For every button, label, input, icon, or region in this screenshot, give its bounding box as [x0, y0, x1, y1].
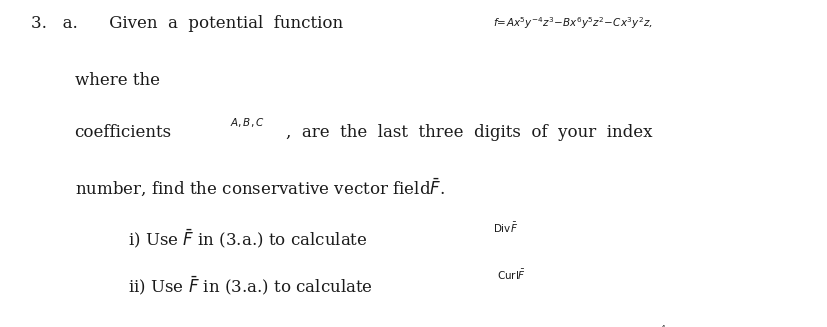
Text: i) Use $\bar{F}$ in (3.a.) to calculate: i) Use $\bar{F}$ in (3.a.) to calculate — [128, 227, 367, 250]
Text: ,  are  the  last  three  digits  of  your  index: , are the last three digits of your inde… — [285, 124, 652, 141]
Text: $A,B,C$: $A,B,C$ — [230, 116, 265, 129]
Text: where the: where the — [74, 72, 160, 89]
Text: $\mathrm{Curl}\bar{F}$: $\mathrm{Curl}\bar{F}$ — [496, 268, 525, 282]
Text: $f\!=\!Ax^5y^{-4}z^3\!-\!Bx^6y^5z^2\!-\!Cx^3y^2z$,: $f\!=\!Ax^5y^{-4}z^3\!-\!Bx^6y^5z^2\!-\!… — [492, 15, 652, 30]
Text: 3.   a.      Given  a  potential  function: 3. a. Given a potential function — [31, 15, 343, 32]
Text: ii) Use $\bar{F}$ in (3.a.) to calculate: ii) Use $\bar{F}$ in (3.a.) to calculate — [128, 275, 373, 297]
Text: number, find the conservative vector field$\bar{F}$.: number, find the conservative vector fie… — [74, 177, 444, 198]
Text: coefficients: coefficients — [74, 124, 171, 141]
Text: $\bar{F}=x^3y^2\bar{i}+\dfrac{x^4y}{2}\bar{j}$.: $\bar{F}=x^3y^2\bar{i}+\dfrac{x^4y}{2}\b… — [595, 324, 679, 327]
Text: $\mathrm{Div}\bar{F}$: $\mathrm{Div}\bar{F}$ — [492, 221, 517, 235]
